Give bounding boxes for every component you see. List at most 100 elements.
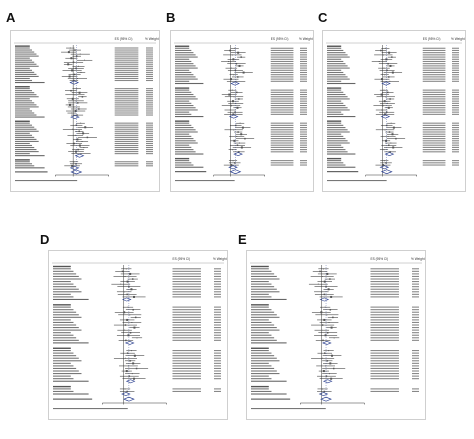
study-name-a-1-2 [15,92,35,94]
es-text-e-2-1 [370,352,399,354]
pooled-diamond-a-3 [69,165,80,170]
subgroup-label-c-3 [327,157,342,160]
weight-text-d-0-7 [214,286,221,288]
study-point-c-1-4 [389,98,391,100]
study-name-b-2-3 [175,129,196,131]
weight-text-b-2-7 [300,138,307,140]
study-point-a-2-2 [84,126,87,129]
weight-text-c-2-3 [452,129,459,131]
es-text-b-1-5 [270,100,294,102]
weight-text-a-1-6 [146,100,153,102]
study-name-c-1-5 [327,100,342,102]
weight-text-c-1-7 [452,104,459,107]
weight-text-e-0-6 [412,283,419,285]
weight-text-b-2-9 [300,142,307,144]
es-text-d-3-1 [172,390,201,392]
study-name-d-0-11 [53,296,74,298]
study-name-b-1-0 [175,89,190,91]
pooled-diamond-d-2 [125,379,136,384]
es-text-b-2-1 [270,124,294,126]
study-point-b-1-4 [238,98,240,100]
es-text-c-1-11 [422,113,446,115]
study-name-b-1-11 [175,113,192,115]
weight-text-a-2-13 [146,149,153,151]
study-point-e-2-5 [329,362,332,365]
es-text-c-1-4 [422,98,446,100]
study-name-c-1-7 [327,104,346,107]
es-text-b-2-6 [270,135,294,137]
weight-text-c-2-1 [452,124,459,126]
forest-plot-b: ES (95% CI) % Weight [170,30,314,192]
study-point-a-1-2 [78,91,81,94]
study-point-d-0-3 [124,276,126,277]
weight-text-a-2-4 [146,130,153,132]
study-point-d-1-3 [129,314,131,316]
weight-text-a-0-8 [146,63,153,65]
weight-text-a-0-6 [146,59,153,61]
study-name-a-2-13 [15,149,37,151]
subgroup-label-d-2 [53,347,71,349]
study-name-e-1-1 [251,309,272,311]
study-name-d-2-11 [53,378,74,380]
es-text-b-2-4 [270,131,294,133]
study-name-c-0-14 [327,78,350,80]
es-text-b-3-1 [270,162,294,164]
weight-text-c-1-5 [452,100,459,102]
es-text-e-2-3 [370,357,399,359]
study-point-c-0-6 [378,61,380,63]
study-name-c-0-7 [327,63,346,65]
weight-text-a-2-9 [146,140,153,142]
study-point-a-2-7 [86,136,89,139]
weight-text-b-0-5 [300,58,307,60]
es-text-e-1-1 [370,309,399,311]
study-point-e-1-3 [326,314,328,316]
es-text-e-0-2 [370,273,399,275]
es-text-c-0-10 [422,69,446,71]
es-text-e-2-2 [370,355,399,357]
weight-text-b-0-2 [300,52,307,54]
es-text-b-2-8 [270,140,294,142]
weight-text-b-2-10 [300,144,307,146]
study-point-d-0-1 [121,270,124,273]
study-point-a-0-3 [79,53,81,55]
es-text-c-1-9 [422,109,446,111]
es-text-b-1-3 [270,96,294,98]
study-name-d-1-10 [53,332,71,334]
subtotal-label-a-1 [15,116,45,118]
weight-text-a-0-10 [146,67,153,69]
study-point-e-0-4 [329,278,331,280]
weight-text-a-3-2 [146,165,153,167]
study-point-b-1-11 [232,113,235,116]
study-name-b-0-12 [175,74,194,76]
es-text-d-0-3 [172,275,201,277]
weight-text-a-2-11 [146,144,153,147]
es-text-a-1-0 [114,88,139,90]
weight-text-a-1-5 [146,98,153,100]
weight-text-a-1-0 [146,88,153,90]
study-point-e-0-9 [320,291,322,293]
forest-plot-c: ES (95% CI) % Weight [322,30,466,192]
weight-text-e-2-9 [412,373,419,375]
weight-text-b-3-2 [300,164,307,166]
study-name-d-3-0 [53,388,71,390]
weight-text-a-0-15 [146,77,153,80]
subtotal-label-b-1 [175,116,204,118]
pooled-diamond-c-3 [379,165,390,170]
es-text-e-3-1 [370,390,399,392]
study-point-d-1-2 [123,311,126,314]
study-name-b-2-4 [175,131,198,133]
weight-text-c-0-4 [452,56,459,58]
study-point-b-0-0 [234,47,236,49]
weight-text-e-2-3 [412,357,419,359]
es-text-e-0-8 [370,288,399,290]
study-point-c-0-9 [383,67,385,69]
es-text-a-1-12 [114,112,139,114]
study-point-a-1-5 [71,97,74,100]
weight-text-c-1-4 [452,98,459,100]
study-name-c-3-2 [327,164,346,166]
header-weight-c: % Weight [451,37,465,41]
subtotal-label-b-0 [175,82,204,85]
study-point-a-0-1 [74,49,76,51]
header-es-a: ES (95% CI) [115,37,133,41]
study-point-e-2-9 [328,373,330,375]
